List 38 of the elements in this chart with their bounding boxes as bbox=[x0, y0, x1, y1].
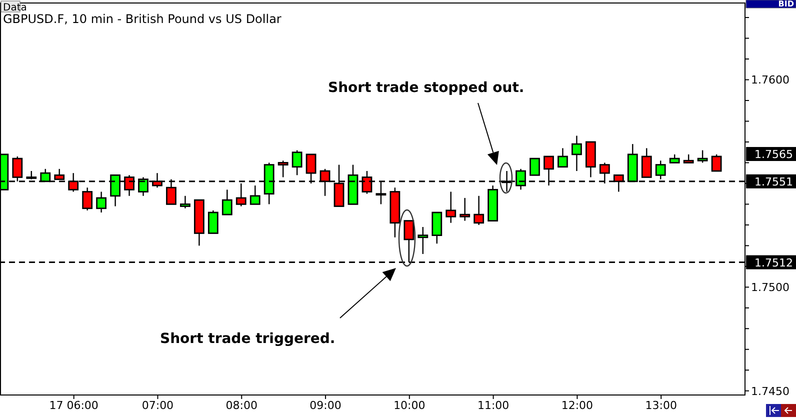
text: GBPUSD.F, 10 min - British Pound vs US Dollar bbox=[3, 12, 282, 26]
x-tick-label: 10:00 bbox=[394, 398, 426, 412]
candlestick bbox=[418, 226, 428, 255]
ref-line-label: 1.7512 bbox=[754, 256, 793, 270]
candlestick bbox=[222, 189, 232, 216]
annotation: Short trade triggered. bbox=[160, 331, 336, 347]
candlestick bbox=[474, 195, 484, 226]
y-tick-label: 1.7500 bbox=[751, 281, 790, 294]
y-tick-label: 1.7450 bbox=[751, 384, 790, 398]
candlestick bbox=[208, 210, 218, 234]
candlestick bbox=[460, 197, 470, 222]
y-tick-label: 1.7600 bbox=[751, 74, 790, 87]
annotation: Data bbox=[3, 2, 27, 14]
candlestick bbox=[180, 195, 190, 209]
text: BID bbox=[778, 0, 794, 8]
annotation: Short trade stopped out. bbox=[328, 80, 524, 96]
candlestick bbox=[530, 158, 540, 176]
x-tick-label: 12:00 bbox=[561, 398, 594, 412]
candlestick bbox=[558, 148, 568, 168]
ref-line-label: 1.7551 bbox=[754, 175, 793, 188]
x-tick-label: 13:00 bbox=[645, 398, 677, 412]
x-tick-label: 17 06:00 bbox=[49, 398, 98, 412]
candlestick bbox=[432, 212, 442, 244]
candlestick bbox=[278, 160, 288, 178]
candlestick bbox=[572, 135, 582, 172]
candlestick bbox=[446, 191, 456, 224]
x-tick-label: 07:00 bbox=[142, 398, 174, 412]
x-tick-label: 11:00 bbox=[477, 398, 510, 412]
candlestick bbox=[292, 150, 302, 176]
candlestick bbox=[641, 148, 652, 178]
x-tick-label: 08:00 bbox=[226, 398, 258, 412]
candlestick bbox=[96, 191, 107, 214]
text: 1.7565 bbox=[754, 148, 793, 161]
candlestick bbox=[697, 150, 708, 164]
candlestick bbox=[250, 184, 260, 205]
candlestick bbox=[82, 186, 93, 212]
x-tick-label: 09:00 bbox=[310, 398, 342, 412]
candlestick bbox=[711, 154, 722, 172]
